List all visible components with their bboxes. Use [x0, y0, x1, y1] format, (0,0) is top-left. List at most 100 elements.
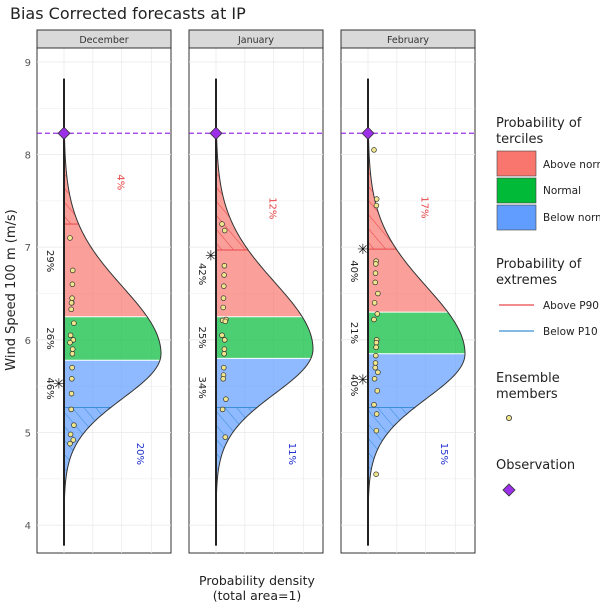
- member-dot: [220, 304, 226, 311]
- x-axis-label-line1: Probability density: [199, 573, 315, 588]
- observation-diamond: [57, 126, 71, 140]
- member-dot: [220, 376, 226, 382]
- legend-label-normal: Normal: [543, 185, 581, 197]
- legend-terciles-title-2: terciles: [496, 132, 544, 147]
- panel-january: January ✳42% 25% 34% 12% 11%: [188, 29, 324, 554]
- member-dot: [69, 364, 75, 371]
- facet-panels: December✳29%26%46%4%20%January✳42%25%34%…: [36, 29, 476, 554]
- y-axis-ticks: 4 5 6 7 8 9: [25, 58, 31, 532]
- member-dot: [371, 147, 377, 153]
- legend-terciles-title-1: Probability of: [496, 116, 582, 131]
- extreme-pct-below: 15%: [438, 443, 449, 465]
- legend-extremes-title-1: Probability of: [496, 257, 582, 272]
- member-dot: [221, 227, 228, 234]
- member-dot: [219, 332, 225, 338]
- tercile-pct-above: 42%: [196, 263, 207, 285]
- member-dot: [221, 272, 227, 278]
- member-dot: [374, 388, 381, 394]
- member-dot: [373, 471, 379, 477]
- member-dot: [373, 411, 380, 417]
- member-dot: [371, 376, 378, 382]
- legend-key-observation-diamond: [502, 483, 516, 497]
- observation-diamond: [209, 126, 223, 140]
- member-dot: [373, 196, 380, 202]
- panel-february: February✳✳40%21%40%17%15%: [340, 29, 476, 554]
- member-dot: [372, 270, 379, 276]
- strip-label: January: [237, 35, 274, 46]
- member-dot: [371, 300, 378, 306]
- y-tick-label: 8: [25, 151, 31, 162]
- member-dot: [68, 406, 74, 413]
- member-dot: [69, 346, 76, 352]
- member-dot: [373, 352, 379, 359]
- legend-key-below-normal: [496, 204, 537, 231]
- normal-area: [216, 316, 313, 359]
- member-dot: [222, 318, 229, 325]
- member-dot: [69, 376, 75, 382]
- member-dot: [67, 332, 74, 338]
- legend-key-normal: [496, 177, 537, 204]
- tercile-pct-below: 46%: [44, 377, 55, 399]
- normal-area: [64, 316, 161, 361]
- member-dot: [67, 235, 73, 241]
- observation-mark: ✳: [357, 242, 369, 258]
- legend-label-below-p10: Below P10: [543, 326, 598, 338]
- density-outline: [367, 78, 466, 546]
- member-dot: [68, 390, 75, 397]
- normal-area: [368, 312, 465, 354]
- y-tick-label: 9: [25, 58, 31, 69]
- observation-diamond: [361, 126, 375, 140]
- member-dot: [68, 300, 75, 306]
- panel-december: December ✳ 29% 26% 46% 4% 20%: [36, 29, 172, 554]
- member-dot: [69, 295, 75, 301]
- member-dot: [372, 360, 379, 366]
- legend-key-above-normal: [496, 150, 537, 177]
- legend-extremes-title-2: extremes: [496, 273, 557, 288]
- strip-background: [36, 29, 172, 49]
- y-tick-label: 5: [25, 429, 31, 440]
- member-dot: [371, 316, 377, 323]
- legend-label-above-normal: Above normal: [543, 159, 600, 171]
- tercile-pct-below: 40%: [348, 374, 359, 396]
- legend-key-member-dot: [505, 414, 512, 421]
- member-dot: [221, 337, 228, 343]
- member-dot: [69, 267, 76, 274]
- member-dot: [373, 427, 380, 434]
- y-axis-label: Wind Speed 100 m (m/s): [4, 209, 19, 370]
- member-dot: [67, 339, 73, 346]
- member-dot: [223, 396, 229, 402]
- tercile-pct-above: 40%: [348, 260, 359, 282]
- observation-mark: ✳: [357, 373, 369, 389]
- member-dot: [373, 339, 380, 346]
- member-dot: [222, 434, 229, 440]
- member-dot: [373, 344, 379, 351]
- legend-observation-title: Observation: [496, 458, 575, 473]
- observation-mark: ✳: [53, 376, 65, 392]
- member-dot: [221, 351, 227, 357]
- tercile-pct-above: 29%: [44, 250, 55, 272]
- member-dot: [69, 351, 76, 357]
- tercile-pct-normal: 21%: [348, 322, 359, 344]
- observation-mark: ✳: [205, 249, 217, 265]
- member-dot: [67, 440, 73, 447]
- member-dot: [221, 364, 227, 371]
- member-dot: [219, 221, 225, 227]
- extreme-pct-above: 17%: [418, 196, 429, 218]
- strip-label: February: [387, 35, 429, 46]
- y-tick-label: 7: [25, 243, 31, 254]
- density-outline: [63, 78, 162, 546]
- member-dot: [375, 290, 381, 297]
- member-dot: [375, 369, 381, 376]
- chart-title: Bias Corrected forecasts at IP: [10, 4, 246, 23]
- member-dot: [373, 261, 379, 267]
- member-dot: [221, 346, 228, 352]
- legend-members-title-2: members: [496, 387, 558, 402]
- legend-label-above-p90: Above P90: [543, 300, 599, 312]
- extreme-pct-below: 11%: [286, 443, 297, 465]
- tercile-pct-normal: 25%: [196, 326, 207, 348]
- member-dot: [373, 202, 380, 209]
- tercile-pct-normal: 26%: [44, 327, 55, 349]
- member-dot: [67, 431, 74, 438]
- member-dot: [372, 364, 378, 371]
